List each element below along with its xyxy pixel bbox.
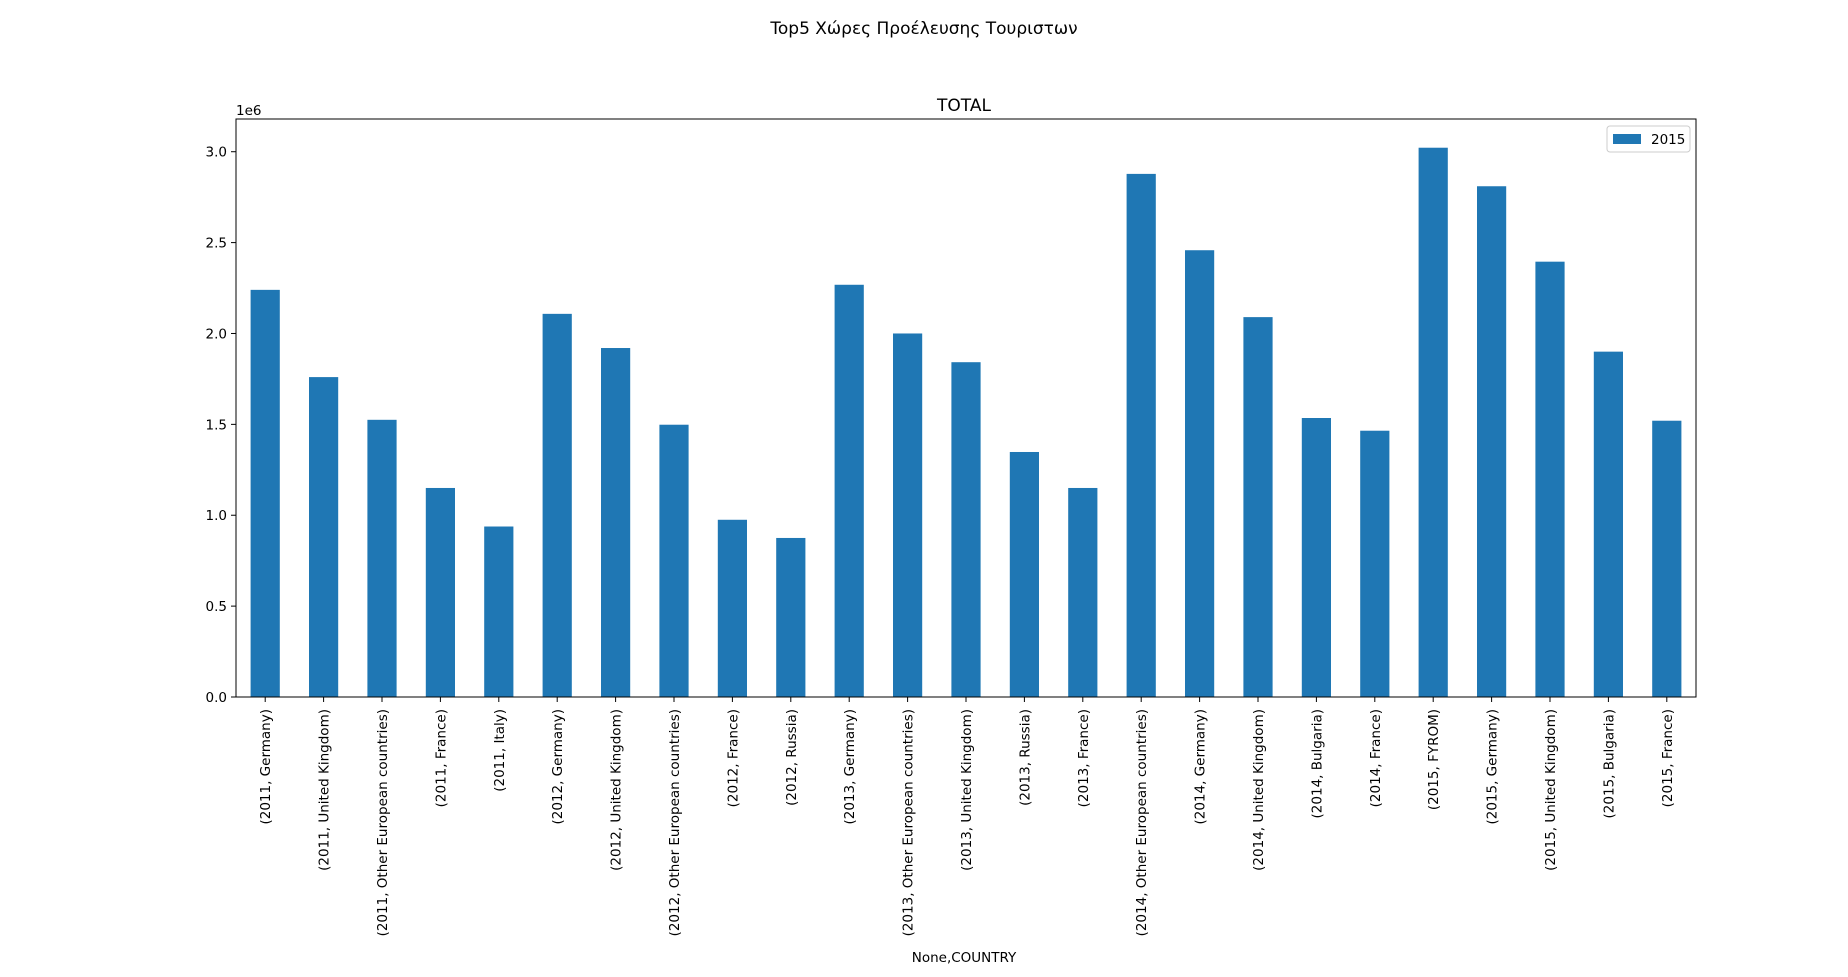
bar[interactable] — [659, 424, 689, 697]
figure-suptitle: Top5 Χώρες Προέλευσης Τουριστων — [769, 19, 1077, 39]
legend-entry-label: 2015 — [1651, 132, 1685, 148]
y-tick-label: 2.5 — [206, 236, 227, 252]
bar[interactable] — [309, 377, 339, 697]
x-tick-label: (2012, Russia) — [784, 709, 800, 806]
bar[interactable] — [1477, 186, 1507, 697]
legend-swatch — [1613, 134, 1641, 144]
bar[interactable] — [834, 284, 864, 697]
bar[interactable] — [1418, 147, 1448, 698]
x-tick-label: (2013, Germany) — [842, 709, 858, 825]
x-tick-label: (2015, United Kingdom) — [1543, 709, 1559, 871]
bar[interactable] — [1652, 420, 1682, 697]
bar[interactable] — [1243, 317, 1273, 697]
bars-layer — [250, 147, 1682, 698]
bar[interactable] — [250, 289, 280, 697]
x-tick-label: (2015, FYROM) — [1426, 709, 1442, 810]
bar[interactable] — [776, 537, 806, 697]
bar[interactable] — [425, 487, 455, 697]
x-tick-label: (2011, Other European countries) — [375, 709, 391, 936]
y-tick-label: 3.0 — [206, 145, 227, 161]
x-tick-label: (2014, Other European countries) — [1134, 709, 1150, 936]
plot-frame — [235, 118, 1697, 698]
bar[interactable] — [484, 526, 514, 697]
x-tick-label: (2013, France) — [1076, 709, 1092, 807]
bar[interactable] — [1301, 418, 1331, 697]
bar[interactable] — [1593, 351, 1623, 697]
x-tick-label: (2015, Bulgaria) — [1601, 709, 1617, 818]
bar[interactable] — [1535, 261, 1565, 697]
x-tick-label: (2013, Other European countries) — [901, 709, 917, 936]
x-tick-label: (2014, United Kingdom) — [1251, 709, 1267, 871]
bar[interactable] — [1009, 451, 1039, 697]
bar[interactable] — [1185, 250, 1215, 698]
x-tick-label: (2012, Germany) — [550, 709, 566, 825]
x-tick-label: (2012, France) — [725, 709, 741, 807]
bar[interactable] — [951, 362, 981, 697]
y-axis: 0.0 0.5 1.0 1.5 2.0 2.5 3.0 — [206, 145, 236, 706]
legend[interactable]: 2015 — [1606, 125, 1691, 153]
bar[interactable] — [893, 333, 923, 697]
x-axis: (2011, Germany) (2011, United Kingdom) (20… — [258, 697, 1676, 936]
x-tick-label: (2011, Italy) — [492, 709, 508, 792]
chart-title: TOTAL — [936, 96, 991, 116]
x-tick-label: (2015, Germany) — [1485, 709, 1501, 825]
y-tick-label: 1.5 — [206, 417, 227, 433]
y-tick-label: 0.0 — [206, 690, 227, 706]
x-tick-label: (2011, United Kingdom) — [317, 709, 333, 871]
x-tick-label: (2014, France) — [1368, 709, 1384, 807]
x-tick-label: (2012, Other European countries) — [667, 709, 683, 936]
x-tick-label: (2011, France) — [433, 709, 449, 807]
bar[interactable] — [542, 313, 572, 697]
bar[interactable] — [1126, 173, 1156, 697]
x-tick-label: (2014, Germany) — [1193, 709, 1209, 825]
bar[interactable] — [367, 419, 397, 697]
bar[interactable] — [601, 348, 631, 697]
x-tick-label: (2014, Bulgaria) — [1309, 709, 1325, 818]
y-tick-label: 2.0 — [206, 326, 227, 342]
x-tick-label: (2015, France) — [1660, 709, 1676, 807]
x-tick-label: (2011, Germany) — [258, 709, 274, 825]
x-tick-label: (2012, United Kingdom) — [609, 709, 625, 871]
y-tick-label: 0.5 — [206, 599, 227, 615]
y-tick-label: 1.0 — [206, 508, 227, 524]
x-tick-label: (2013, United Kingdom) — [959, 709, 975, 871]
y-axis-offset-label: 1e6 — [236, 103, 261, 119]
x-axis-label: None,COUNTRY — [912, 950, 1017, 966]
bar[interactable] — [1360, 430, 1390, 697]
legend-box — [1606, 125, 1691, 153]
bar[interactable] — [1068, 487, 1098, 697]
x-tick-label: (2013, Russia) — [1017, 709, 1033, 806]
bar[interactable] — [717, 519, 747, 697]
